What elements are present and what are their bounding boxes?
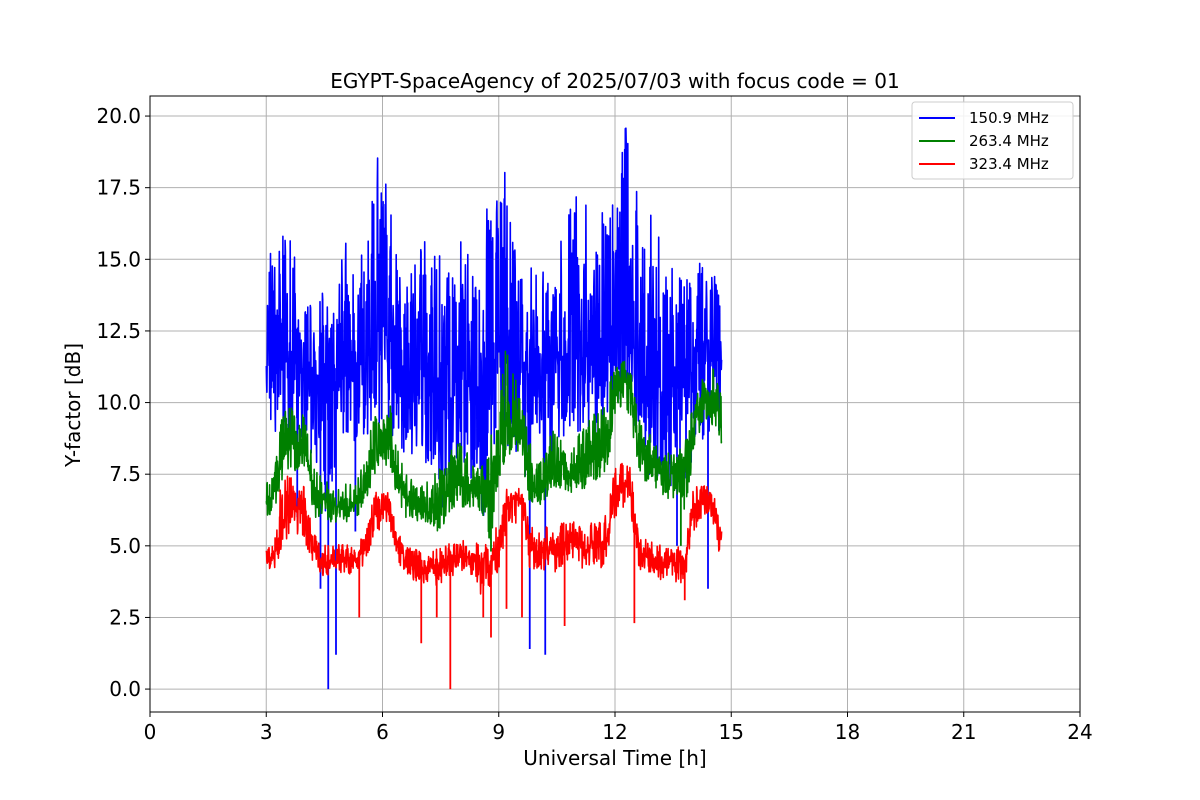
legend-label-series-2: 323.4 MHz: [969, 155, 1049, 173]
y-tick-label-0: 0.0: [109, 677, 141, 701]
x-axis-label: Universal Time [h]: [523, 746, 706, 770]
legend-frame: [911, 101, 1074, 180]
legend-label-series-0: 150.9 MHz: [969, 109, 1049, 127]
y-tick-label-2: 5.0: [109, 534, 141, 558]
y-tick-label-4: 10.0: [96, 391, 141, 415]
x-tick-label-7: 21: [951, 720, 976, 744]
x-tick-label-8: 24: [1067, 720, 1092, 744]
chart-title: EGYPT-SpaceAgency of 2025/07/03 with foc…: [330, 69, 899, 93]
y-axis-ticks: 0.0 2.5 5.0 7.5 10.0 12.5 15.0 17.5 20.0: [96, 104, 150, 701]
legend-label-series-1: 263.4 MHz: [969, 132, 1049, 150]
series-line-0: [265, 127, 723, 517]
x-axis-ticks: 0 3 6 9 12 15 18 21 24: [144, 712, 1093, 744]
y-tick-label-6: 15.0: [96, 247, 141, 271]
x-tick-label-6: 18: [835, 720, 860, 744]
y-tick-label-3: 7.5: [109, 462, 141, 486]
y-tick-label-1: 2.5: [109, 605, 141, 629]
x-tick-label-2: 6: [376, 720, 389, 744]
y-axis-label: Y-factor [dB]: [61, 343, 85, 468]
x-tick-label-0: 0: [144, 720, 157, 744]
series-line-2: [265, 462, 723, 595]
x-tick-label-5: 15: [719, 720, 744, 744]
y-tick-label-5: 12.5: [96, 319, 141, 343]
x-tick-label-4: 12: [602, 720, 627, 744]
x-tick-label-3: 9: [492, 720, 505, 744]
y-tick-label-8: 20.0: [96, 104, 141, 128]
x-tick-label-1: 3: [260, 720, 273, 744]
series-line-1: [265, 350, 723, 541]
y-tick-label-7: 17.5: [96, 176, 141, 200]
series-layer: [265, 127, 723, 690]
legend: 150.9 MHz 263.4 MHz 323.4 MHz: [911, 101, 1074, 180]
